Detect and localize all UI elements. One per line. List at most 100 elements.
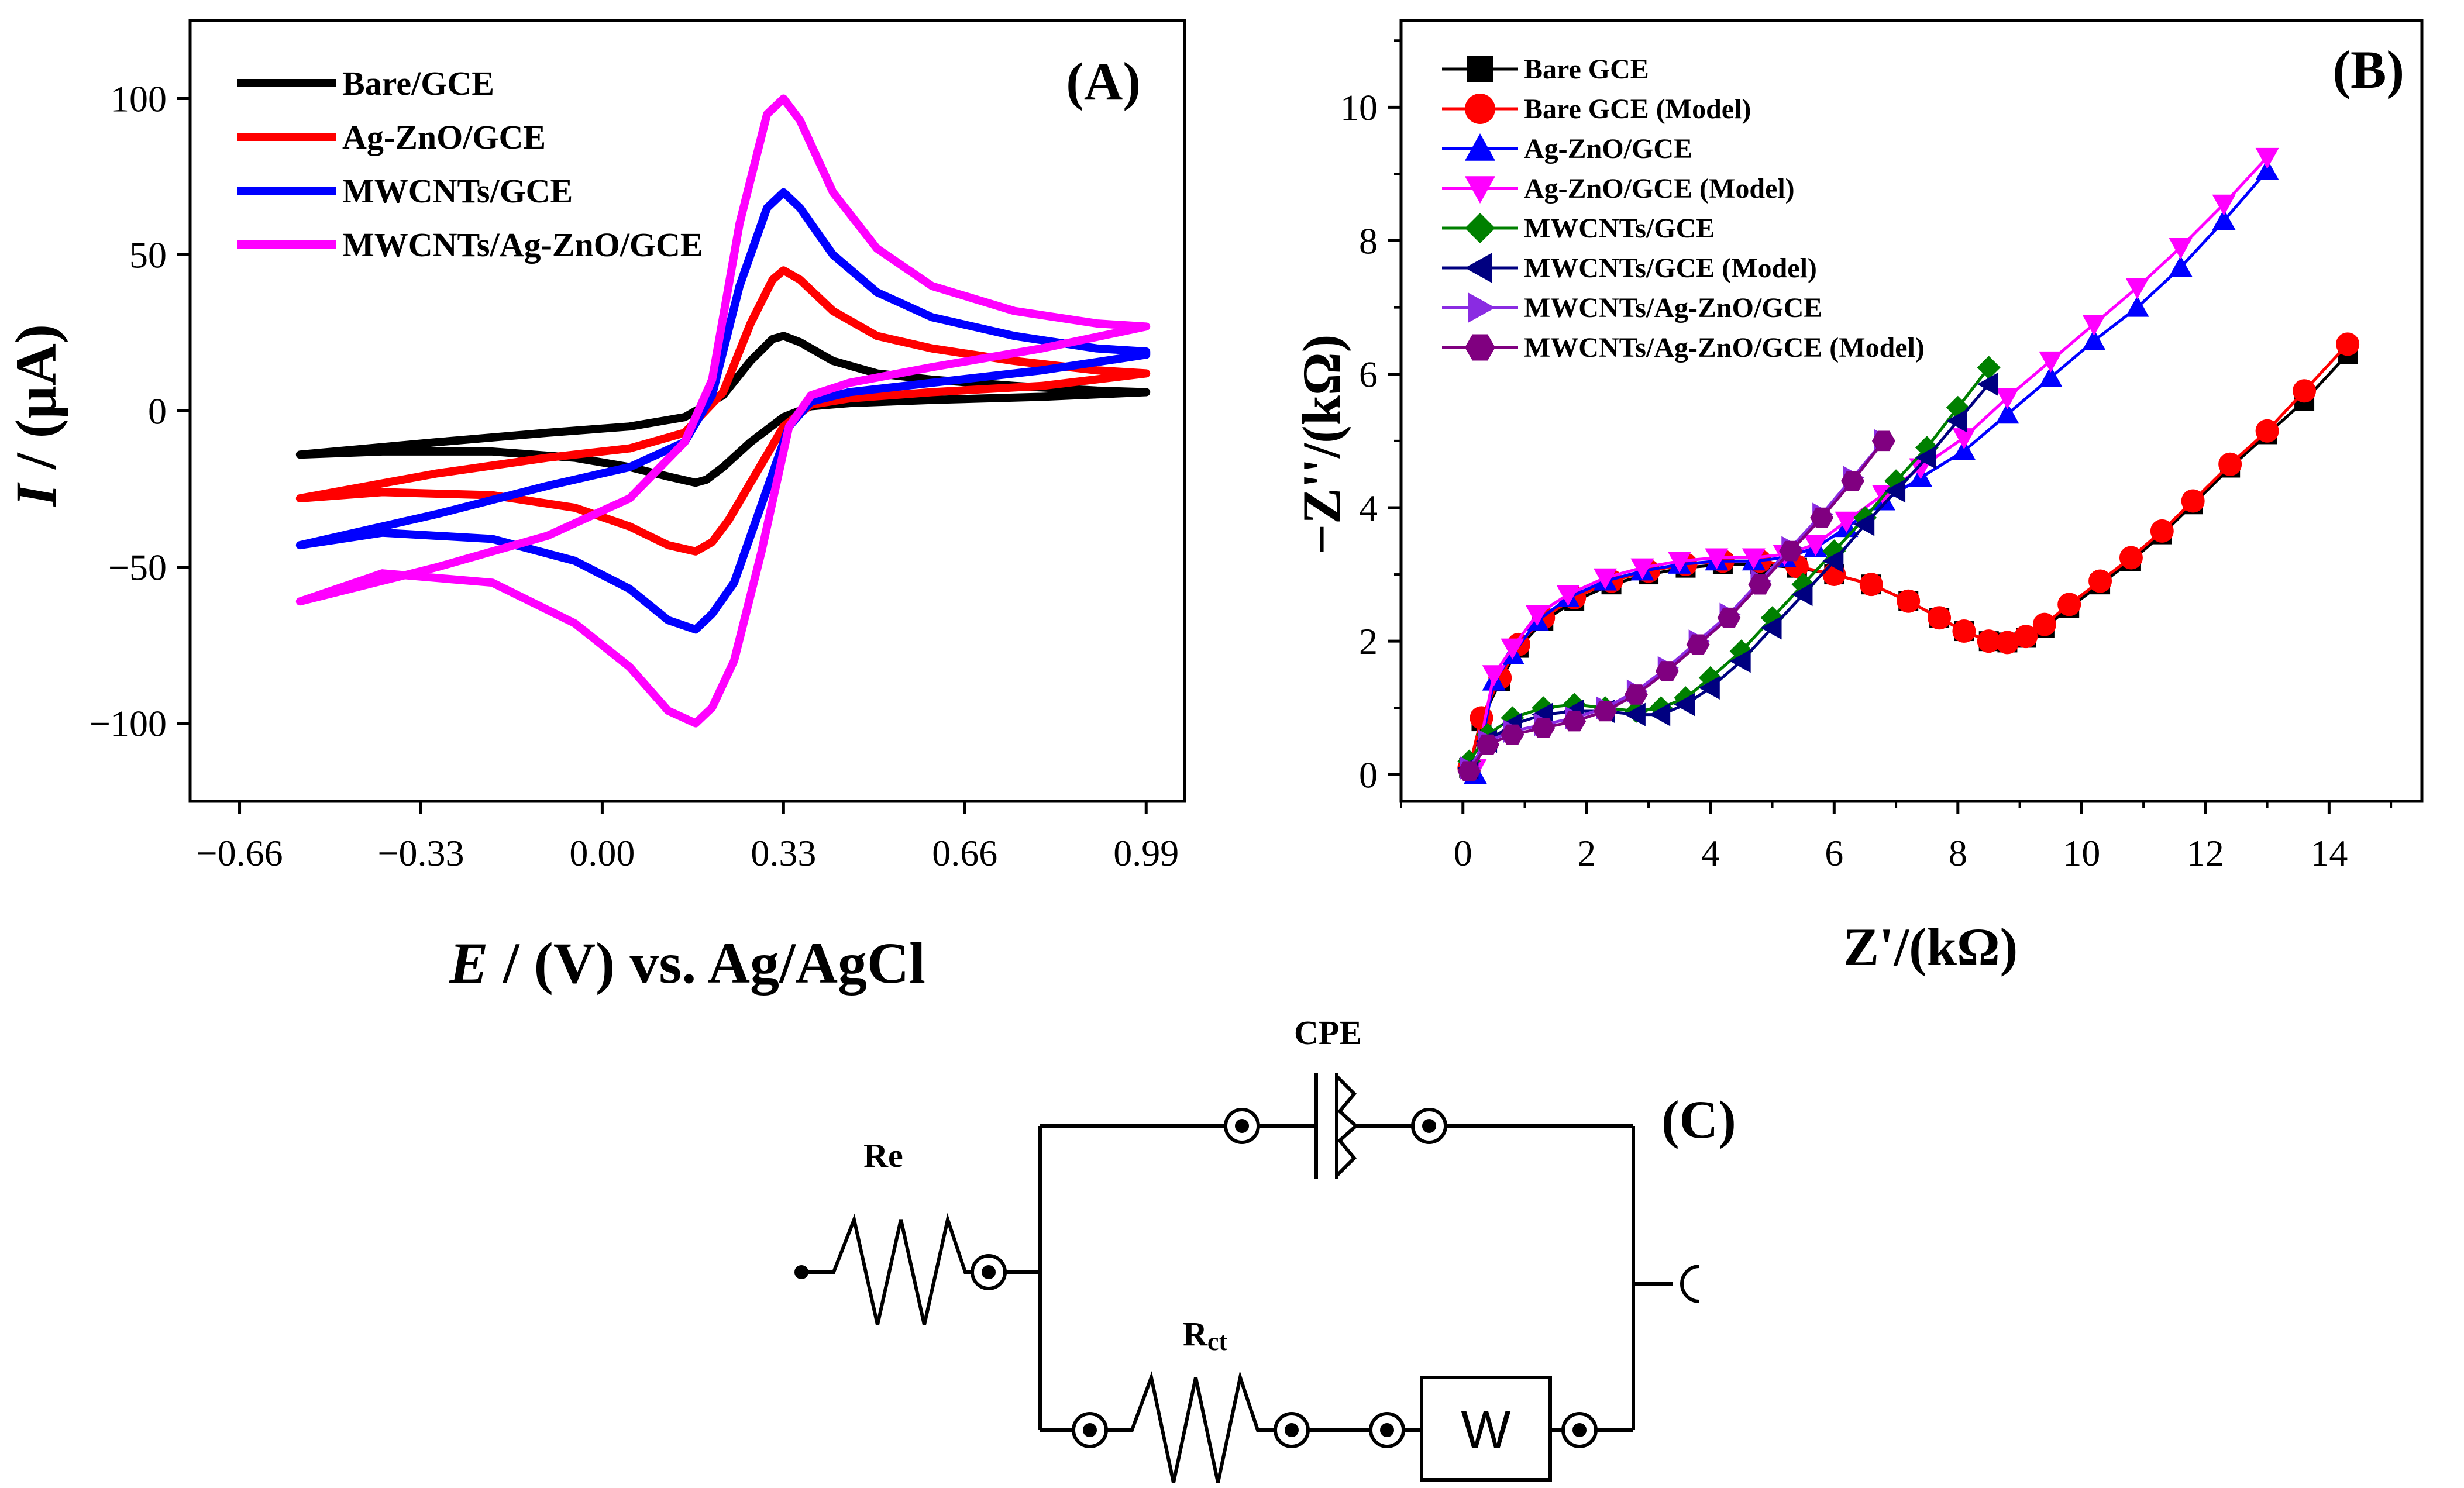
panel-b-point-mwcnts-gce-model xyxy=(1853,512,1875,536)
panel-a-series-mwcnts-ag-zno-gce xyxy=(295,94,1151,728)
panel-b-y-tick-label: 8 xyxy=(1359,221,1378,262)
circuit-connector-dot xyxy=(1235,1119,1249,1133)
circuit-warburg-label: W xyxy=(1461,1401,1511,1459)
panel-b-x-axis-title: Z'/(kΩ) xyxy=(1843,917,2018,977)
panel-b-point-bare-gce-model xyxy=(2181,489,2205,513)
panel-b-x-tick-label: 2 xyxy=(1577,832,1596,874)
panel-b-point-mwcnts-gce-model xyxy=(1977,372,1998,396)
circuit-connector-dot xyxy=(1572,1423,1587,1437)
panel-b-legend-label-mwcnts-gce: MWCNTs/GCE xyxy=(1524,213,1715,244)
panel-b-label: (B) xyxy=(2332,40,2404,99)
panel-b-y-tick-label: 6 xyxy=(1359,354,1378,395)
panel-b-point-mwcnts-gce-model xyxy=(1915,446,1936,470)
panel-b-point-ag-zno-gce xyxy=(1995,402,2019,424)
panel-a-y-tick-label: 50 xyxy=(129,235,167,276)
panel-b-point-bare-gce-model xyxy=(1928,606,1952,630)
panel-a-y-axis-var: I xyxy=(4,482,68,507)
panel-b-point-mwcnts-gce-model xyxy=(1884,479,1906,503)
panel-b-point-ag-zno-gce xyxy=(2212,209,2236,230)
panel-b-y-tick-label: 4 xyxy=(1359,487,1378,529)
panel-b-point-bare-gce-model xyxy=(2218,452,2242,476)
panel-a-series-group xyxy=(295,94,1151,728)
panel-b-point-bare-gce-model xyxy=(2032,612,2056,636)
panel-b-point-ag-zno-gce-model xyxy=(1667,552,1691,573)
panel-b-point-ag-zno-gce-model xyxy=(1952,428,1976,450)
panel-b-y-axis-title: −Z''/(kΩ) xyxy=(1292,335,1351,555)
panel-b-eis-chart: 0 2 4 6 8 10 12 14 0 2 4 6 8 10 Bare GCE Bare GCE (Mod… xyxy=(1292,19,2424,977)
panel-b-plot-frame xyxy=(1399,19,2424,803)
panel-b-point-bare-gce-model xyxy=(2088,569,2112,593)
panel-b-point-ag-zno-gce-model xyxy=(1804,535,1828,556)
panel-b-point-mwcnts-gce-model xyxy=(1822,549,1844,573)
panel-b-point-ag-zno-gce-model xyxy=(1835,511,1859,533)
panel-a-legend: Bare/GCE Ag-ZnO/GCE MWCNTs/GCE MWCNTs/Ag-Zn… xyxy=(237,64,703,264)
panel-b-legend-label-mwcnts-ag-zno-gce-model: MWCNTs/Ag-ZnO/GCE (Model) xyxy=(1524,332,1925,363)
panel-b-x-tick-label: 4 xyxy=(1701,832,1720,874)
panel-b-point-mwcnts-gce-model xyxy=(1698,676,1720,700)
circuit-output-terminal xyxy=(1680,1265,1700,1303)
panel-a-y-tick-label: −50 xyxy=(108,547,167,588)
panel-a-series-ag-zno-gce xyxy=(295,266,1151,556)
panel-b-point-ag-zno-gce-model xyxy=(1501,638,1524,660)
panel-a-label: (A) xyxy=(1066,51,1141,111)
panel-b-series-mwcnts-ag-zno-gce xyxy=(1460,429,1895,780)
panel-b-point-ag-zno-gce-model xyxy=(1482,665,1506,687)
panel-b-point-bare-gce-model xyxy=(1977,629,2001,653)
panel-b-legend-marker-ag-zno-gce xyxy=(1465,133,1495,161)
panel-b-point-bare-gce-model xyxy=(2255,419,2279,443)
panel-b-point-ag-zno-gce-model xyxy=(2125,278,2149,299)
circuit-connector-dot xyxy=(1380,1423,1394,1437)
panel-b-x-tick-label: 6 xyxy=(1825,832,1843,874)
panel-b-point-ag-zno-gce-model xyxy=(1995,388,2019,409)
circuit-rct-label-sub: ct xyxy=(1207,1327,1228,1356)
panel-b-x-tick-label: 0 xyxy=(1454,832,1472,874)
panel-a-legend-label-ag-zno-gce: Ag-ZnO/GCE xyxy=(342,118,546,156)
panel-b-point-ag-zno-gce-model xyxy=(1742,548,1766,570)
panel-b-y-tick-label: 0 xyxy=(1359,754,1378,795)
circuit-rct-label-main: R xyxy=(1183,1315,1208,1353)
panel-b-y-tick-label: 2 xyxy=(1359,621,1378,662)
panel-b-legend-marker-mwcnts-ag-zno-gce xyxy=(1468,292,1495,323)
panel-b-point-ag-zno-gce-model xyxy=(2039,351,2063,373)
panel-b-legend-marker-bare-gce-model xyxy=(1465,94,1495,124)
panel-b-point-ag-zno-gce-model xyxy=(1525,605,1549,626)
panel-b-x-tick-label: 14 xyxy=(2310,832,2348,874)
panel-b-point-ag-zno-gce xyxy=(2255,159,2279,180)
panel-b-point-mwcnts-gce-model xyxy=(1674,693,1695,717)
panel-a-y-tick-label: −100 xyxy=(90,703,167,745)
circuit-rct-label: Rct xyxy=(1183,1315,1227,1356)
circuit-cpe-symbol xyxy=(1335,1074,1359,1177)
panel-b-legend-label-ag-zno-gce: Ag-ZnO/GCE xyxy=(1524,133,1692,164)
panel-b-point-mwcnts-gce-model xyxy=(1649,702,1671,726)
circuit-cpe-label: CPE xyxy=(1294,1014,1362,1052)
panel-b-point-ag-zno-gce xyxy=(1952,439,1976,460)
panel-a-x-tick-label: −0.33 xyxy=(377,832,464,874)
panel-b-point-mwcnts-ag-zno-gce-model xyxy=(1810,507,1834,528)
panel-b-point-bare-gce-model xyxy=(1995,631,2019,655)
panel-b-x-tick-label: 12 xyxy=(2187,832,2224,874)
circuit-connector-dot xyxy=(1285,1423,1299,1437)
panel-b-point-ag-zno-gce-model xyxy=(2212,194,2236,216)
panel-a-legend-label-bare-gce: Bare/GCE xyxy=(342,64,494,102)
panel-b-point-mwcnts-ag-zno-gce-model xyxy=(1655,661,1679,681)
panel-b-point-mwcnts-ag-zno-gce-model xyxy=(1841,470,1865,491)
panel-b-legend-marker-mwcnts-gce xyxy=(1465,213,1495,243)
panel-b-point-mwcnts-gce-model xyxy=(1760,616,1782,640)
panel-b-legend-label-mwcnts-gce-model: MWCNTs/GCE (Model) xyxy=(1524,253,1817,284)
panel-a-x-tick-label: 0.00 xyxy=(569,832,635,874)
panel-b-point-bare-gce-model xyxy=(2293,379,2317,403)
panel-a-y-tick-label: 0 xyxy=(148,391,167,432)
panel-a-x-axis-title: E / (V) vs. Ag/AgCl xyxy=(449,931,925,996)
panel-b-point-ag-zno-gce-model xyxy=(2082,315,2106,336)
circuit-connector-dot xyxy=(982,1265,996,1279)
panel-b-point-bare-gce-model xyxy=(2336,332,2360,356)
panel-b-legend-marker-mwcnts-gce-model xyxy=(1465,253,1492,283)
panel-b-point-ag-zno-gce-model xyxy=(1556,585,1580,607)
panel-a-x-tick-label: 0.99 xyxy=(1113,832,1179,874)
panel-b-point-mwcnts-ag-zno-gce-model xyxy=(1717,607,1741,628)
panel-b-legend-label-mwcnts-ag-zno-gce: MWCNTs/Ag-ZnO/GCE xyxy=(1524,292,1822,323)
panel-b-point-mwcnts-ag-zno-gce-model xyxy=(1563,711,1587,732)
panel-b-series-group xyxy=(1457,147,2360,784)
circuit-input-terminal xyxy=(794,1265,808,1279)
